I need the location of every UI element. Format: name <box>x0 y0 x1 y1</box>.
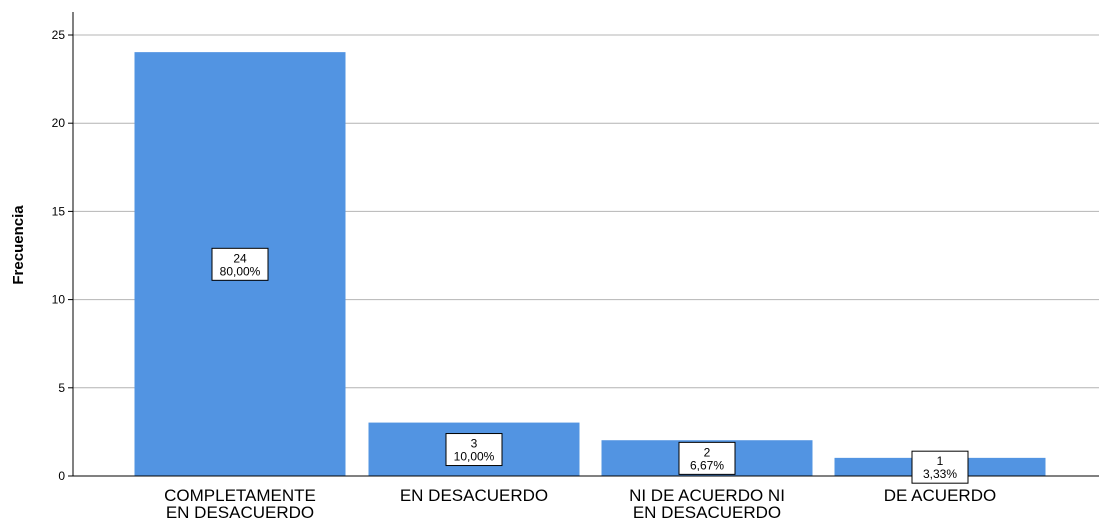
y-tick-labels: 0 5 10 15 20 25 <box>52 28 73 483</box>
data-label-percent: 6,67% <box>690 458 724 472</box>
y-axis-title: Frecuencia <box>10 205 27 285</box>
data-label-count: 2 <box>704 445 711 459</box>
category-label: EN DESACUERDO <box>400 486 548 505</box>
y-tick-label: 5 <box>58 381 65 395</box>
data-label-box <box>445 433 503 467</box>
y-tick-label: 25 <box>52 28 66 42</box>
data-label-box <box>678 441 736 475</box>
data-label-percent: 80,00% <box>220 264 261 278</box>
y-tick-label: 10 <box>52 293 66 307</box>
data-label-count: 1 <box>937 454 944 468</box>
category-label: COMPLETAMENTE <box>164 486 316 505</box>
y-tick-label: 0 <box>58 469 65 483</box>
data-label-count: 3 <box>471 437 478 451</box>
data-label-count: 24 <box>233 251 247 265</box>
data-label: 310,00% <box>445 433 503 467</box>
data-label-box <box>211 247 269 281</box>
data-label: 13,33% <box>911 450 969 484</box>
data-label: 26,67% <box>678 441 736 475</box>
category-label: DE ACUERDO <box>884 486 996 505</box>
y-tick-label: 15 <box>52 204 66 218</box>
bars <box>134 52 1046 477</box>
data-label-box <box>911 450 969 484</box>
data-label-percent: 10,00% <box>454 450 495 464</box>
y-tick-label: 20 <box>52 116 66 130</box>
category-label: EN DESACUERDO <box>166 503 314 522</box>
category-label: NI DE ACUERDO NI <box>629 486 785 505</box>
category-label: EN DESACUERDO <box>633 503 781 522</box>
data-label-percent: 3,33% <box>923 467 957 481</box>
